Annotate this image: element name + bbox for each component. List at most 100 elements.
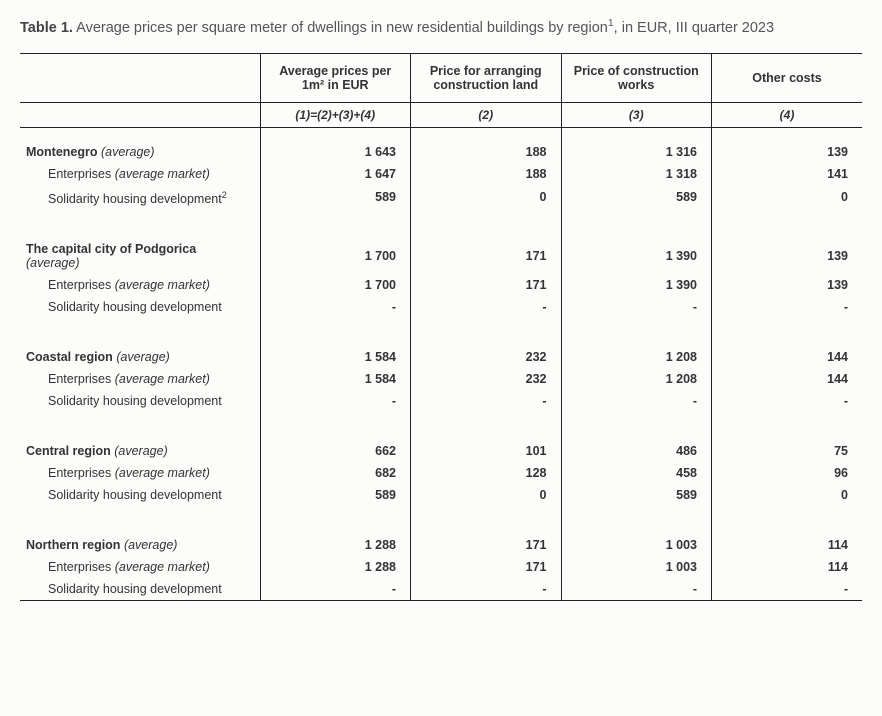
table-cell: 171 bbox=[411, 556, 562, 578]
table-cell: 1 318 bbox=[561, 163, 712, 185]
row-label: Solidarity housing development bbox=[20, 296, 260, 318]
table-cell: 0 bbox=[712, 484, 863, 506]
row-label: Solidarity housing development bbox=[20, 578, 260, 601]
table-cell: 171 bbox=[411, 534, 562, 556]
table-cell: 144 bbox=[712, 368, 863, 390]
row-label: Enterprises (average market) bbox=[20, 556, 260, 578]
table-row: Enterprises (average market) 1 6471881 3… bbox=[20, 163, 862, 185]
row-label: Central region (average) bbox=[20, 440, 260, 462]
table-body: Montenegro (average) 1 6431881 316139 En… bbox=[20, 127, 862, 600]
table-cell: 1 584 bbox=[260, 346, 411, 368]
table-cell: 1 208 bbox=[561, 368, 712, 390]
table-cell: 171 bbox=[411, 274, 562, 296]
row-label: Solidarity housing development bbox=[20, 390, 260, 412]
table-cell: 232 bbox=[411, 346, 562, 368]
subheader-4: (4) bbox=[712, 102, 863, 127]
table-cell: 1 700 bbox=[260, 238, 411, 274]
table-row: The capital city of Podgorica (average) … bbox=[20, 238, 862, 274]
table-cell: 139 bbox=[712, 141, 863, 163]
table-cell: 0 bbox=[411, 185, 562, 209]
table-cell: 589 bbox=[260, 185, 411, 209]
subheader-blank bbox=[20, 102, 260, 127]
title-text-a: Average prices per square meter of dwell… bbox=[76, 20, 608, 36]
table-cell: - bbox=[260, 296, 411, 318]
table-cell: 188 bbox=[411, 163, 562, 185]
table-row: Enterprises (average market) 1 2881711 0… bbox=[20, 556, 862, 578]
table-cell: - bbox=[260, 390, 411, 412]
table-row: Montenegro (average) 1 6431881 316139 bbox=[20, 141, 862, 163]
table-row: Solidarity housing development2 58905890 bbox=[20, 185, 862, 209]
table-cell: 1 584 bbox=[260, 368, 411, 390]
table-cell: 589 bbox=[561, 185, 712, 209]
table-cell: 232 bbox=[411, 368, 562, 390]
table-row: Coastal region (average) 1 5842321 20814… bbox=[20, 346, 862, 368]
price-table: Average prices per 1m² in EUR Price for … bbox=[20, 53, 862, 601]
table-row: Central region (average) 66210148675 bbox=[20, 440, 862, 462]
table-cell: - bbox=[561, 578, 712, 601]
row-label: Enterprises (average market) bbox=[20, 274, 260, 296]
table-cell: 1 643 bbox=[260, 141, 411, 163]
table-cell: 101 bbox=[411, 440, 562, 462]
table-cell: 188 bbox=[411, 141, 562, 163]
table-cell: 589 bbox=[561, 484, 712, 506]
table-cell: 0 bbox=[411, 484, 562, 506]
table-row: Solidarity housing development 58905890 bbox=[20, 484, 862, 506]
table-cell: - bbox=[712, 296, 863, 318]
table-cell: - bbox=[260, 578, 411, 601]
table-cell: 75 bbox=[712, 440, 863, 462]
header-col-1: Average prices per 1m² in EUR bbox=[260, 53, 411, 102]
table-cell: 1 288 bbox=[260, 556, 411, 578]
table-cell: 141 bbox=[712, 163, 863, 185]
table-cell: 1 003 bbox=[561, 556, 712, 578]
header-col-3: Price of construction works bbox=[561, 53, 712, 102]
table-row: Solidarity housing development ---- bbox=[20, 390, 862, 412]
subheader-2: (2) bbox=[411, 102, 562, 127]
row-label: Northern region (average) bbox=[20, 534, 260, 556]
table-cell: - bbox=[411, 296, 562, 318]
table-cell: - bbox=[712, 578, 863, 601]
table-cell: 589 bbox=[260, 484, 411, 506]
title-text-b: , in EUR, III quarter 2023 bbox=[614, 20, 774, 36]
table-cell: 458 bbox=[561, 462, 712, 484]
table-cell: 139 bbox=[712, 274, 863, 296]
table-cell: 486 bbox=[561, 440, 712, 462]
table-cell: - bbox=[561, 390, 712, 412]
table-cell: 682 bbox=[260, 462, 411, 484]
row-label: Enterprises (average market) bbox=[20, 462, 260, 484]
table-row: Solidarity housing development ---- bbox=[20, 578, 862, 601]
table-cell: 1 003 bbox=[561, 534, 712, 556]
table-cell: 1 647 bbox=[260, 163, 411, 185]
table-cell: 114 bbox=[712, 534, 863, 556]
table-cell: - bbox=[411, 390, 562, 412]
table-row: Enterprises (average market) 1 7001711 3… bbox=[20, 274, 862, 296]
subheader-3: (3) bbox=[561, 102, 712, 127]
row-label: The capital city of Podgorica (average) bbox=[20, 238, 260, 274]
table-cell: 144 bbox=[712, 346, 863, 368]
table-row: Solidarity housing development ---- bbox=[20, 296, 862, 318]
table-cell: 1 288 bbox=[260, 534, 411, 556]
header-blank bbox=[20, 53, 260, 102]
table-cell: 0 bbox=[712, 185, 863, 209]
table-row: Enterprises (average market) 68212845896 bbox=[20, 462, 862, 484]
table-cell: 1 208 bbox=[561, 346, 712, 368]
table-cell: - bbox=[561, 296, 712, 318]
row-label: Coastal region (average) bbox=[20, 346, 260, 368]
header-col-4: Other costs bbox=[712, 53, 863, 102]
table-cell: 662 bbox=[260, 440, 411, 462]
table-cell: 1 700 bbox=[260, 274, 411, 296]
table-cell: 114 bbox=[712, 556, 863, 578]
table-cell: 96 bbox=[712, 462, 863, 484]
table-title: Table 1. Average prices per square meter… bbox=[20, 16, 862, 39]
row-label: Solidarity housing development bbox=[20, 484, 260, 506]
table-row: Enterprises (average market) 1 5842321 2… bbox=[20, 368, 862, 390]
row-label: Enterprises (average market) bbox=[20, 368, 260, 390]
table-cell: 139 bbox=[712, 238, 863, 274]
row-label: Montenegro (average) bbox=[20, 141, 260, 163]
row-label: Solidarity housing development2 bbox=[20, 185, 260, 209]
table-cell: 171 bbox=[411, 238, 562, 274]
table-cell: 1 390 bbox=[561, 238, 712, 274]
table-cell: - bbox=[712, 390, 863, 412]
title-label: Table 1. bbox=[20, 20, 73, 36]
table-row: Northern region (average) 1 2881711 0031… bbox=[20, 534, 862, 556]
table-cell: 1 390 bbox=[561, 274, 712, 296]
